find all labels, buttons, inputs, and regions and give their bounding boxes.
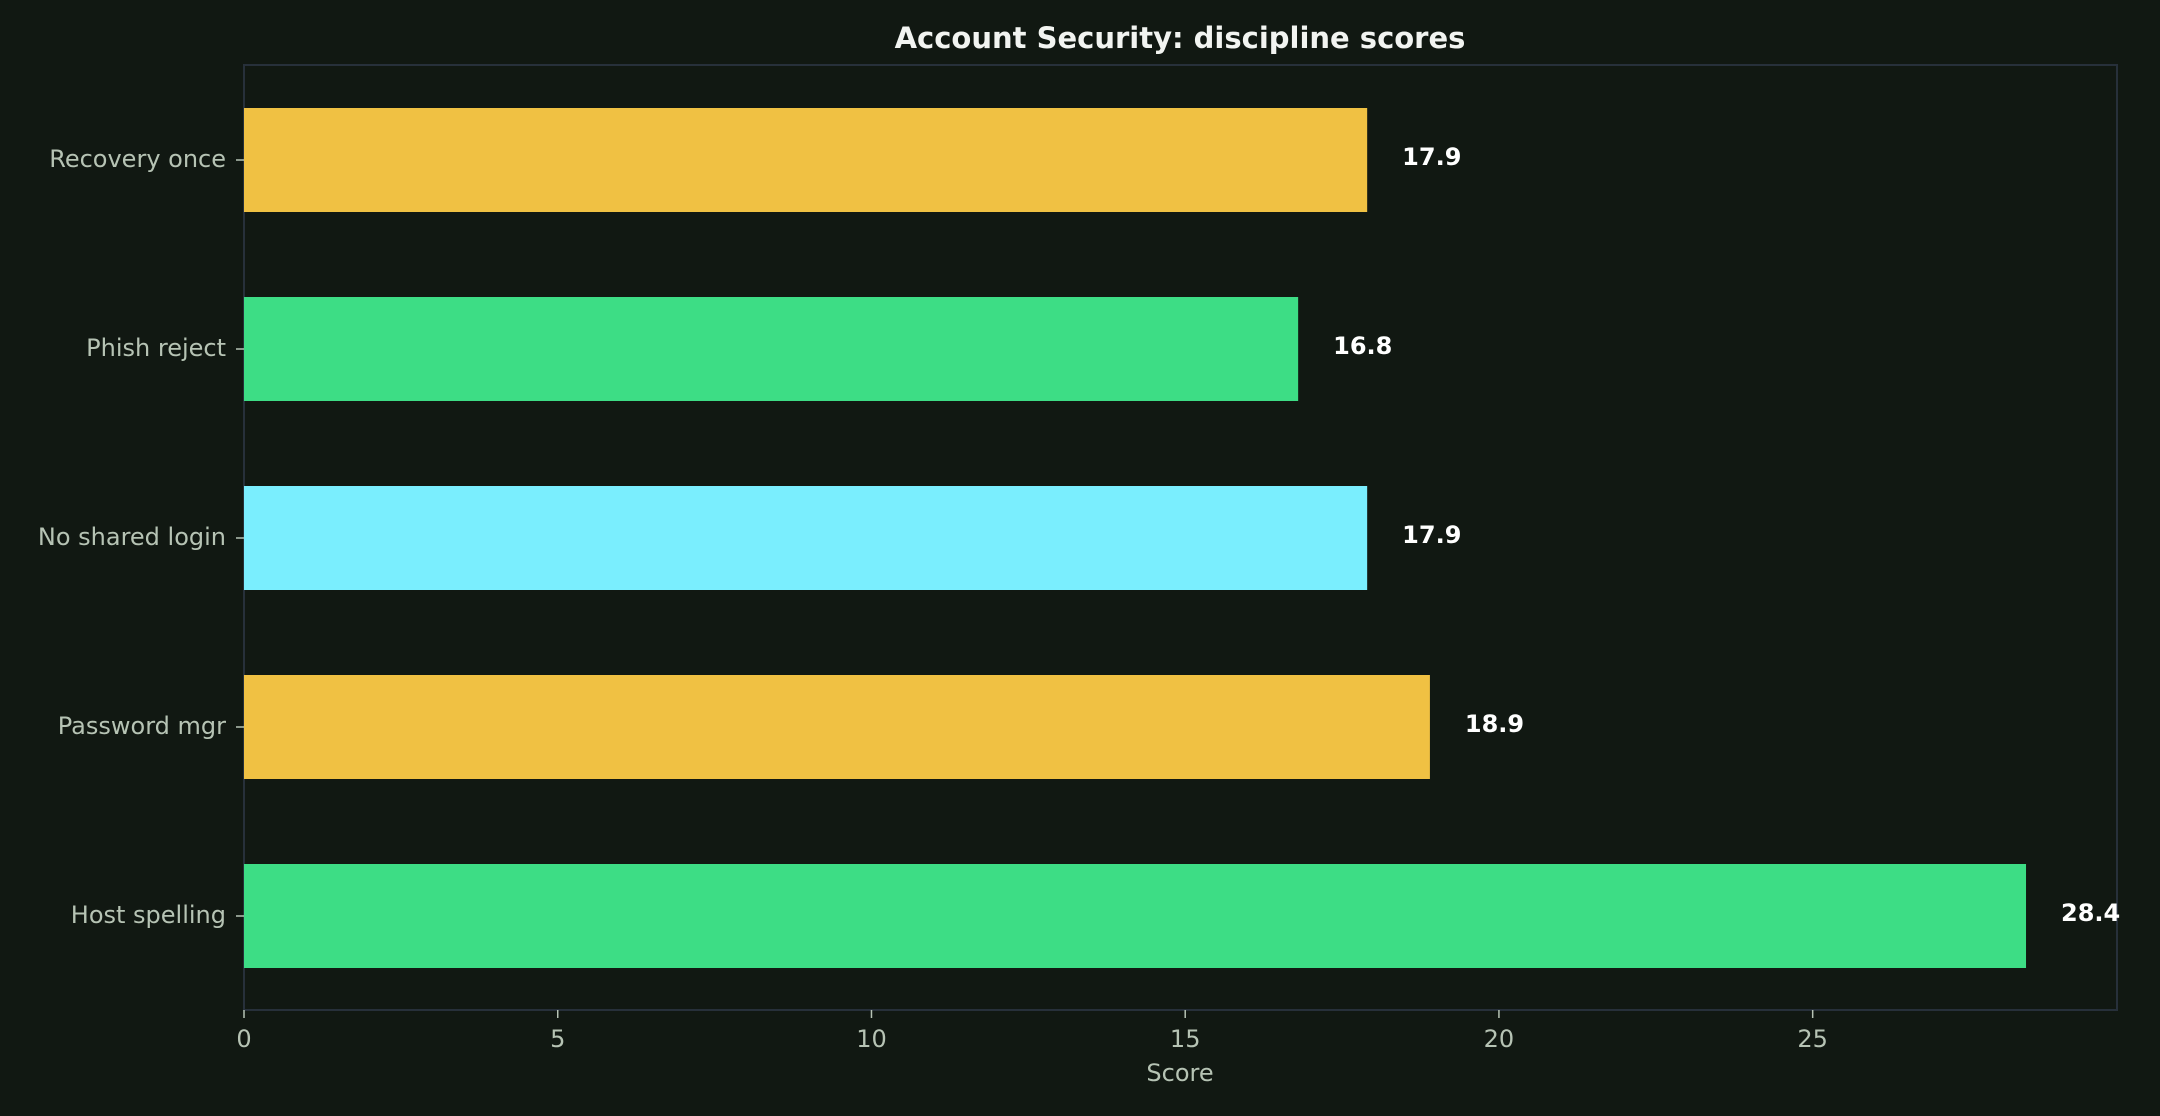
bar-value-label: 28.4 <box>2061 899 2120 927</box>
y-axis: Recovery once Phish reject No shared login… <box>38 145 244 929</box>
y-tick-label: Phish reject <box>86 334 226 362</box>
value-labels-group: 17.9 16.8 17.9 18.9 28.4 <box>1333 143 2120 927</box>
x-tick-label: 5 <box>550 1025 565 1053</box>
bar <box>244 675 1430 779</box>
x-axis-label: Score <box>1146 1059 1213 1087</box>
bar-value-label: 17.9 <box>1402 143 1461 171</box>
bar <box>244 486 1368 590</box>
bar-value-label: 18.9 <box>1465 710 1524 738</box>
y-tick-label: Password mgr <box>58 712 226 740</box>
bar-value-label: 16.8 <box>1333 332 1392 360</box>
y-tick-label: Recovery once <box>49 145 226 173</box>
x-tick-label: 15 <box>1170 1025 1201 1053</box>
y-tick-label: No shared login <box>38 523 226 551</box>
x-tick-label: 10 <box>856 1025 887 1053</box>
bars-group <box>244 108 2027 968</box>
x-axis: 0 5 10 15 20 25 <box>236 1010 1828 1053</box>
bar-value-label: 17.9 <box>1402 521 1461 549</box>
y-tick-label: Host spelling <box>71 901 226 929</box>
bar <box>244 297 1299 401</box>
x-tick-label: 20 <box>1484 1025 1515 1053</box>
bar <box>244 108 1368 212</box>
x-tick-label: 25 <box>1797 1025 1828 1053</box>
chart-title: Account Security: discipline scores <box>895 21 1466 55</box>
bar <box>244 864 2027 968</box>
x-tick-label: 0 <box>236 1025 251 1053</box>
